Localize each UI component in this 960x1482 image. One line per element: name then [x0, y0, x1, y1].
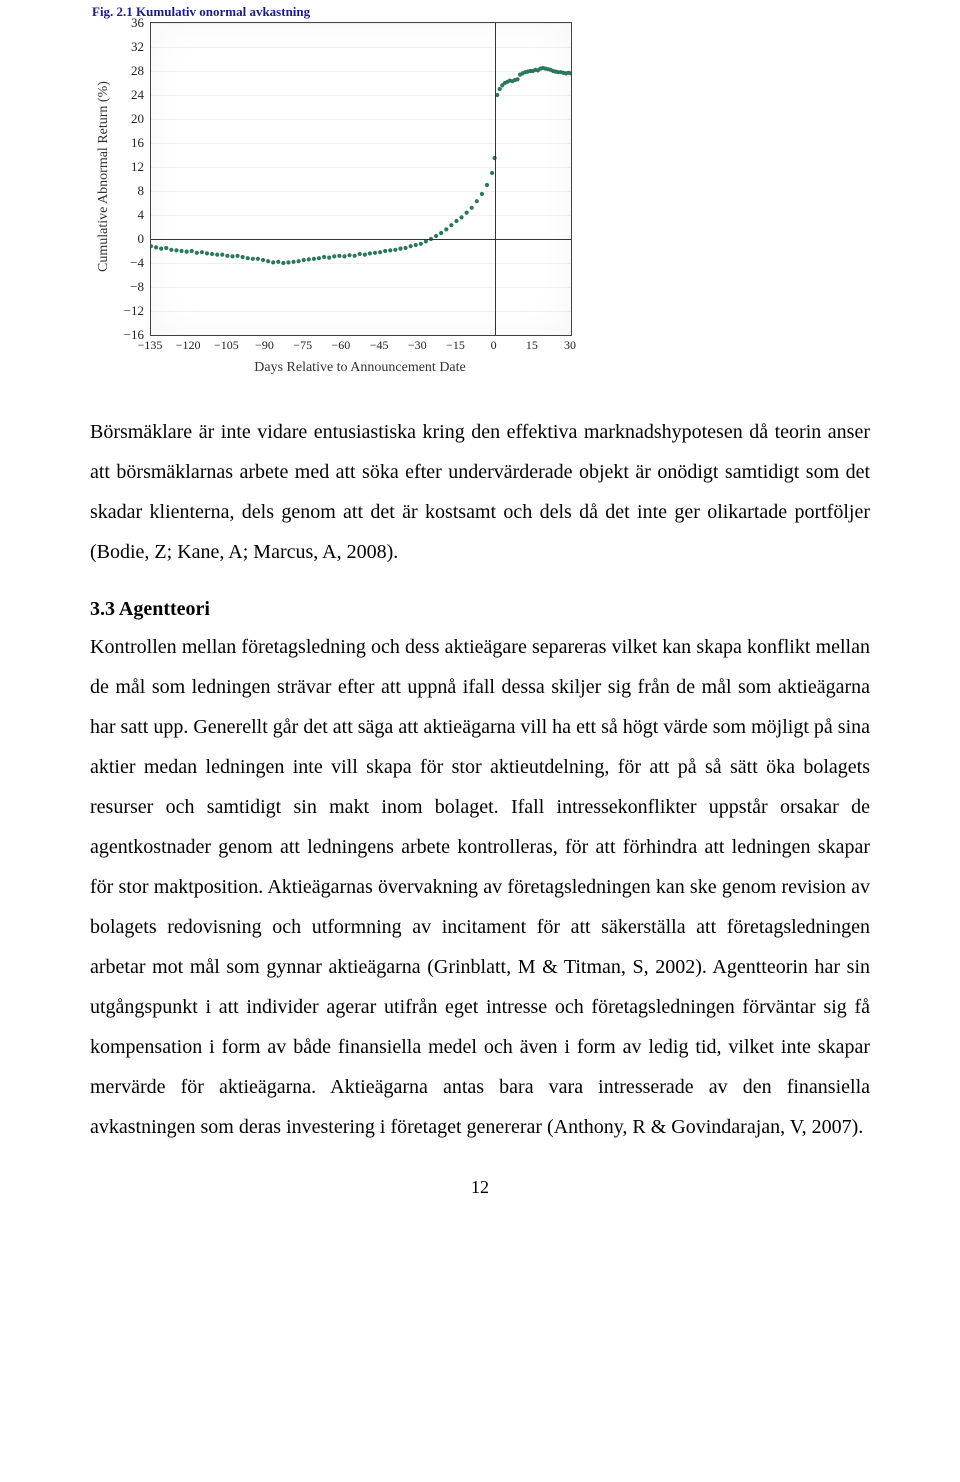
chart-ylabel: Cumulative Abnormal Return (%): [92, 22, 112, 372]
paragraph-2: Kontrollen mellan företagsledning och de…: [90, 627, 870, 1147]
chart-figure: Cumulative Abnormal Return (%) 363228242…: [92, 22, 960, 376]
paragraph-1: Börsmäklare är inte vidare entusiastiska…: [90, 412, 870, 572]
section-heading: 3.3 Agentteori: [90, 598, 870, 621]
chart-series: [151, 23, 571, 335]
chart-yticks: 36322824201612840−4−8−12−16: [112, 22, 150, 334]
chart-xticks: −135−120−105−90−75−60−45−30−1501530: [150, 336, 570, 354]
chart-xlabel: Days Relative to Announcement Date: [150, 360, 570, 376]
page-number: 12: [90, 1177, 870, 1198]
chart-plot-area: [150, 22, 572, 336]
figure-caption: Fig. 2.1 Kumulativ onormal avkastning: [92, 4, 960, 20]
